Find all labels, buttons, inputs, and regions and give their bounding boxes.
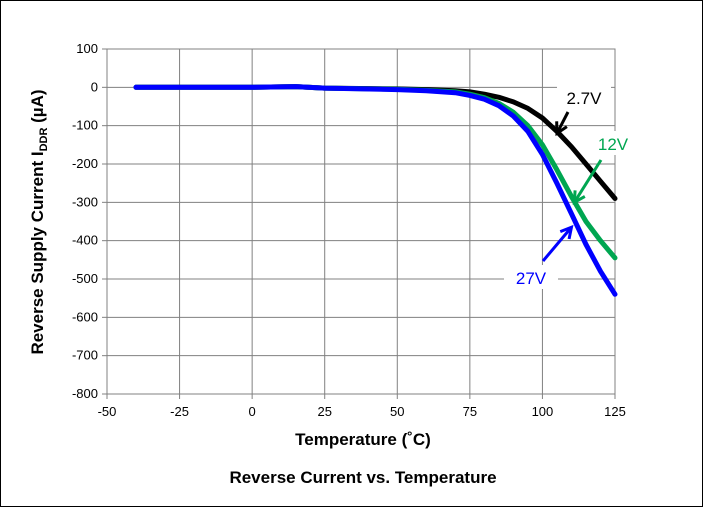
x-tick-label: -25	[170, 404, 189, 419]
y-axis-title: Reverse Supply Current IDDR (µA)	[28, 89, 50, 354]
series-line-27v	[133, 84, 618, 297]
y-tick-label: -700	[72, 348, 98, 363]
x-tick-label: 125	[604, 404, 626, 419]
plot-area	[106, 48, 616, 395]
annotation-12v: 12V	[572, 131, 635, 205]
y-tick-label: -300	[72, 194, 98, 209]
annotation-label: 27V	[516, 269, 547, 288]
annotation-arrow-head	[572, 190, 586, 205]
x-tick-label: 25	[317, 404, 331, 419]
grid-lines	[102, 48, 616, 399]
annotation-arrow-head	[555, 121, 568, 137]
y-axis-title-unit: (µA)	[28, 89, 47, 127]
y-tick-label: -100	[72, 118, 98, 133]
annotation-27v: 27V	[504, 224, 574, 289]
annotation-label: 2.7V	[567, 89, 603, 108]
y-tick-label: 100	[76, 41, 98, 56]
series-lines	[133, 84, 618, 297]
series-annotations: 2.7V 12V 27V	[504, 85, 635, 289]
y-tick-label: 0	[91, 79, 98, 94]
y-tick-label: -200	[72, 156, 98, 171]
x-tick-label: -50	[98, 404, 117, 419]
annotation-arrow-shaft	[555, 111, 570, 135]
annotation-box	[591, 131, 635, 155]
x-axis-title: Temperature (˚C)	[295, 430, 431, 449]
chart-caption: Reverse Current vs. Temperature	[229, 468, 496, 487]
annotation-2-7v: 2.7V	[555, 85, 611, 137]
y-tick-label: -500	[72, 271, 98, 286]
x-tick-label: 75	[463, 404, 477, 419]
x-tick-label: 50	[390, 404, 404, 419]
y-tick-label: -800	[72, 386, 98, 401]
annotation-arrow-shaft	[541, 226, 573, 262]
y-tick-label: -400	[72, 233, 98, 248]
annotation-box	[557, 85, 611, 109]
annotation-arrow-shaft	[573, 159, 603, 204]
y-tick-labels: 100 0 -100 -200 -300 -400 -500 -600 -700 -800	[72, 41, 98, 401]
x-tick-labels: -50 -25 0 25 50 75 100 125	[98, 404, 626, 419]
y-tick-label: -600	[72, 309, 98, 324]
x-tick-label: 100	[532, 404, 554, 419]
x-tick-label: 0	[249, 404, 256, 419]
annotation-box	[504, 265, 558, 289]
annotation-arrow-head	[559, 224, 574, 240]
annotation-label: 12V	[598, 135, 629, 154]
y-axis-title-main: Reverse Supply Current I	[28, 151, 47, 354]
y-axis-title-subscript: DDR	[38, 128, 50, 152]
